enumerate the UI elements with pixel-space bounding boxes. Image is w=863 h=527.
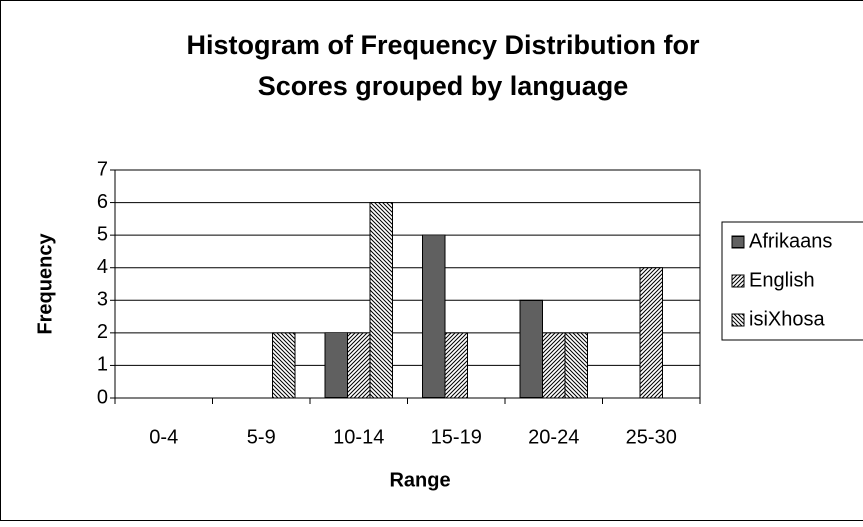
legend-label: English [749, 269, 815, 291]
y-tick-label: 4 [97, 256, 108, 278]
y-tick-label: 3 [97, 289, 108, 311]
x-tick-label: 20-24 [528, 426, 579, 448]
y-tick-label: 2 [97, 321, 108, 343]
bar [543, 333, 566, 398]
bar [520, 300, 543, 398]
legend-swatch [732, 275, 744, 287]
legend-label: isiXhosa [749, 308, 825, 330]
bar [640, 268, 663, 398]
bar [348, 333, 371, 398]
x-tick-label: 5-9 [247, 426, 276, 448]
y-tick-label: 7 [97, 158, 108, 180]
bar [273, 333, 296, 398]
x-tick-label: 15-19 [431, 426, 482, 448]
x-tick-label: 10-14 [333, 426, 384, 448]
bar [325, 333, 348, 398]
bar [423, 235, 446, 398]
y-axis-label: Frequency [34, 233, 56, 335]
y-tick-label: 6 [97, 191, 108, 213]
chart-title: Histogram of Frequency Distribution for [186, 30, 700, 60]
y-tick-label: 5 [97, 223, 108, 245]
legend-swatch [732, 314, 744, 326]
x-tick-label: 0-4 [149, 426, 178, 448]
y-tick-label: 0 [97, 386, 108, 408]
y-tick-label: 1 [97, 354, 108, 376]
x-tick-label: 25-30 [626, 426, 677, 448]
plot-area [115, 170, 700, 398]
x-axis-label: Range [389, 469, 450, 491]
bar [370, 203, 393, 398]
bar [565, 333, 588, 398]
legend-label: Afrikaans [749, 230, 832, 252]
legend-swatch [732, 236, 744, 248]
bar [445, 333, 468, 398]
chart-title: Scores grouped by language [258, 71, 629, 101]
